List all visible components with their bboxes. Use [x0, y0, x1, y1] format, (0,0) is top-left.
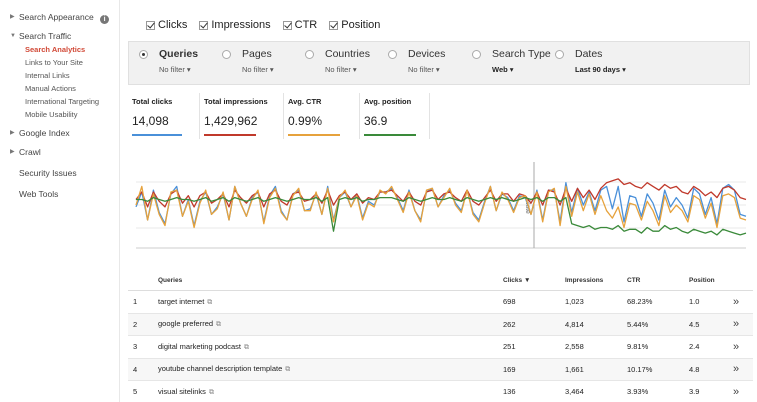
caret-right-icon: ▶	[10, 149, 15, 155]
filter-dates-value[interactable]: Last 90 days ▾	[575, 65, 626, 74]
row-expand-icon[interactable]: »	[733, 340, 740, 353]
series-line-ctr[interactable]	[135, 185, 747, 229]
filter-dates[interactable]: Dates Last 90 days ▾	[555, 48, 626, 74]
radio-icon[interactable]	[222, 49, 231, 59]
caret-down-icon: ▼	[10, 33, 16, 39]
sidebar-subitem-international-targeting[interactable]: International Targeting	[25, 97, 100, 106]
filter-countries-value[interactable]: No filter ▾	[325, 65, 357, 74]
filter-devices-value[interactable]: No filter ▾	[408, 65, 440, 74]
main-content: Clicks Impressions CTR Position Queries …	[128, 0, 757, 402]
query-link[interactable]: digital marketing podcast ⧉	[158, 341, 249, 351]
info-icon[interactable]: i	[100, 15, 110, 24]
sidebar-subitem-internal-links[interactable]: Internal Links	[25, 71, 70, 80]
chart-series-group	[135, 178, 747, 236]
row-expand-icon[interactable]: »	[733, 385, 740, 398]
row-expand-icon[interactable]: »	[733, 363, 740, 376]
radio-icon[interactable]	[555, 49, 564, 59]
annotation-label[interactable]: Note	[524, 200, 531, 214]
radio-selected-icon[interactable]	[139, 49, 148, 59]
radio-icon[interactable]	[305, 49, 314, 59]
filter-search-type-value[interactable]: Web ▾	[492, 65, 514, 74]
metric-checkboxes: Clicks Impressions CTR Position	[146, 19, 380, 31]
table-row[interactable]: 1 target internet ⧉ 698 1,023 68.23% 1.0 …	[128, 291, 753, 314]
table-header: Queries Clicks ▼ Impressions CTR Positio…	[128, 271, 753, 291]
filter-queries-value[interactable]: No filter ▾	[159, 65, 191, 74]
sidebar-subitem-search-analytics[interactable]: Search Analytics	[25, 45, 86, 54]
sidebar-item-security-issues[interactable]: Security Issues	[19, 168, 77, 178]
checkbox-impressions[interactable]: Impressions	[199, 19, 271, 31]
checkbox-icon[interactable]	[282, 20, 292, 30]
total-impressions-underline	[204, 134, 256, 136]
series-line-position[interactable]	[136, 196, 747, 236]
table-row[interactable]: 3 digital marketing podcast ⧉ 251 2,558 9…	[128, 336, 753, 359]
filter-search-type[interactable]: Search Type Web ▾	[472, 48, 551, 74]
avg-position-card[interactable]: Avg. position 36.9	[360, 93, 430, 139]
checkbox-ctr[interactable]: CTR	[282, 19, 317, 31]
checkbox-icon[interactable]	[199, 20, 209, 30]
row-expand-icon[interactable]: »	[733, 318, 740, 331]
sidebar-item-search-traffic[interactable]: ▼ Search Traffic	[10, 31, 72, 41]
external-link-icon[interactable]: ⧉	[207, 298, 213, 306]
external-link-icon[interactable]: ⧉	[216, 321, 222, 329]
header-impressions[interactable]: Impressions	[565, 277, 604, 284]
header-clicks[interactable]: Clicks ▼	[503, 277, 531, 284]
caret-right-icon: ▶	[10, 130, 15, 136]
filter-pages-value[interactable]: No filter ▾	[242, 65, 274, 74]
row-expand-icon[interactable]: »	[733, 295, 740, 308]
header-queries[interactable]: Queries	[158, 277, 183, 284]
sidebar-nav: ▶ Search Appearance i ▼ Search Traffic S…	[0, 0, 120, 402]
sidebar-subitem-manual-actions[interactable]: Manual Actions	[25, 84, 76, 93]
filter-queries[interactable]: Queries No filter ▾	[139, 48, 198, 74]
sidebar-item-crawl[interactable]: ▶ Crawl	[10, 147, 41, 157]
total-impressions-card[interactable]: Total impressions 1,429,962	[200, 93, 284, 139]
query-link[interactable]: visual sitelinks ⧉	[158, 386, 214, 396]
avg-ctr-card[interactable]: Avg. CTR 0.99%	[284, 93, 360, 139]
queries-table: Queries Clicks ▼ Impressions CTR Positio…	[128, 271, 753, 402]
table-row[interactable]: 5 visual sitelinks ⧉ 136 3,464 3.93% 3.9 …	[128, 381, 753, 402]
sidebar-subitem-links[interactable]: Links to Your Site	[25, 58, 83, 67]
query-link[interactable]: youtube channel description template ⧉	[158, 364, 291, 374]
table-row[interactable]: 2 google preferred ⧉ 262 4,814 5.44% 4.5 …	[128, 313, 753, 336]
sidebar-item-search-appearance[interactable]: ▶ Search Appearance i	[0, 11, 119, 24]
filter-pages[interactable]: Pages No filter ▾	[222, 48, 274, 74]
filter-devices[interactable]: Devices No filter ▾	[388, 48, 445, 74]
checkbox-icon[interactable]	[146, 20, 155, 30]
header-position[interactable]: Position	[689, 277, 715, 284]
query-link[interactable]: google preferred ⧉	[158, 319, 222, 329]
checkbox-clicks[interactable]: Clicks	[146, 19, 187, 31]
filter-countries[interactable]: Countries No filter ▾	[305, 48, 370, 74]
external-link-icon[interactable]: ⧉	[285, 366, 291, 374]
checkbox-position[interactable]: Position	[329, 19, 380, 31]
total-clicks-card[interactable]: Total clicks 14,098	[128, 93, 200, 139]
avg-ctr-underline	[288, 134, 340, 136]
checkbox-icon[interactable]	[329, 20, 339, 30]
filter-bar: Queries No filter ▾ Pages No filter ▾ Co…	[128, 41, 750, 85]
radio-icon[interactable]	[472, 49, 481, 59]
avg-position-underline	[364, 134, 416, 136]
radio-icon[interactable]	[388, 49, 397, 59]
sidebar-item-google-index[interactable]: ▶ Google Index	[10, 128, 70, 138]
caret-right-icon: ▶	[10, 14, 15, 20]
performance-chart[interactable]: Note	[128, 160, 750, 252]
query-link[interactable]: target internet ⧉	[158, 296, 213, 306]
totals-row: Total clicks 14,098 Total impressions 1,…	[128, 93, 430, 139]
external-link-icon[interactable]: ⧉	[208, 388, 214, 396]
external-link-icon[interactable]: ⧉	[243, 343, 249, 351]
total-clicks-underline	[132, 134, 182, 136]
sidebar-item-web-tools[interactable]: Web Tools	[19, 189, 59, 199]
header-ctr[interactable]: CTR	[627, 277, 641, 284]
sidebar-subitem-mobile-usability[interactable]: Mobile Usability	[25, 110, 78, 119]
table-row[interactable]: 4 youtube channel description template ⧉ …	[128, 358, 753, 381]
